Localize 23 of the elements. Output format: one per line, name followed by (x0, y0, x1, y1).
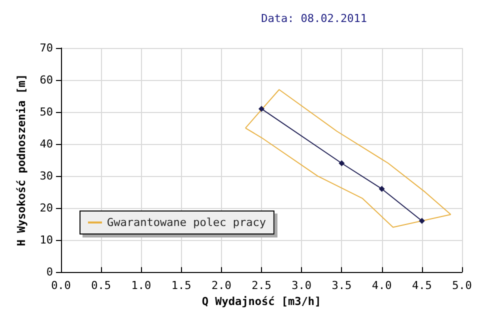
x-tick-label: 0.0 (51, 279, 71, 292)
x-tick-label: 3.0 (292, 279, 312, 292)
x-tick-label: 2.5 (252, 279, 272, 292)
x-tick-label: 4.0 (372, 279, 392, 292)
y-tick-label: 30 (40, 170, 53, 183)
y-axis-title: H Wysokość podnoszenia [m] (15, 74, 28, 246)
x-axis-title: Q Wydajność [m3/h] (202, 295, 322, 308)
y-tick-label: 60 (40, 74, 53, 87)
x-tick-label: 5.0 (452, 279, 472, 292)
x-tick-label: 2.0 (211, 279, 232, 292)
y-tick-label: 0 (46, 266, 53, 279)
y-tick-label: 70 (40, 42, 53, 54)
x-tick-label: 3.5 (332, 279, 352, 292)
x-tick-label: 0.5 (91, 279, 112, 292)
x-tick-label: 4.5 (412, 279, 432, 292)
x-tick-label: 1.0 (131, 279, 152, 292)
chart-subtitle: Data: 08.02.2011 (261, 12, 368, 25)
x-tick-label: 1.5 (171, 279, 192, 292)
y-tick-label: 20 (40, 202, 53, 215)
legend-label: Gwarantowane polec pracy (107, 216, 266, 229)
y-tick-label: 10 (40, 234, 53, 247)
y-tick-label: 50 (40, 106, 53, 119)
y-tick-label: 40 (40, 138, 53, 151)
